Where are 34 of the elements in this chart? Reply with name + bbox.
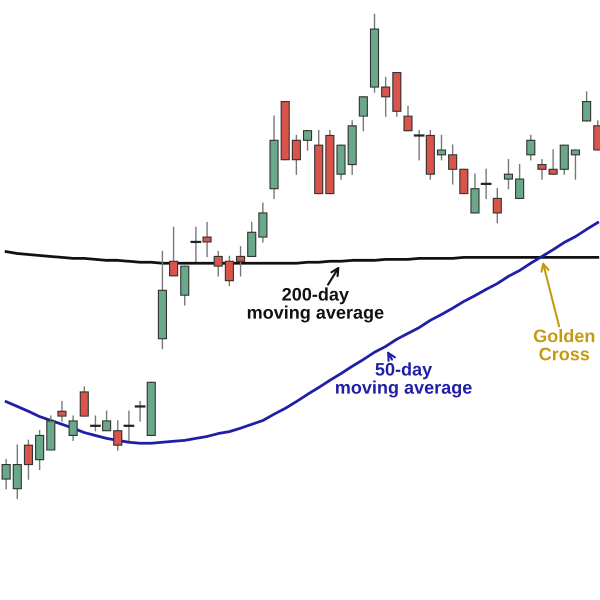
- candlestick: [90, 415, 101, 432]
- candlestick: [68, 415, 78, 442]
- candlestick: [358, 96, 368, 132]
- candlestick: [2, 458, 11, 490]
- candlestick: [236, 246, 246, 276]
- candlestick: [436, 134, 446, 160]
- candlestick: [492, 188, 502, 224]
- candlestick: [190, 226, 202, 262]
- candlestick: [24, 440, 34, 480]
- candlestick: [169, 226, 178, 276]
- candlestick: [480, 168, 492, 200]
- annotation: 50-day moving average: [336, 362, 472, 398]
- candlestick: [214, 250, 223, 276]
- candlestick: [515, 164, 524, 200]
- annotation: 200-day moving average: [248, 287, 384, 322]
- candlestick: [526, 134, 536, 160]
- candlestick: [403, 106, 413, 132]
- candlestick: [113, 420, 122, 451]
- candlestick: [302, 130, 312, 151]
- candlestick: [124, 410, 134, 442]
- candlestick: [292, 134, 301, 175]
- candlestick: [102, 410, 112, 432]
- candlestick: [504, 158, 514, 190]
- candlestick: [448, 144, 458, 185]
- candlestick: [548, 149, 558, 175]
- candlestick: [202, 222, 212, 258]
- candlestick: [381, 76, 390, 117]
- annotation: Golden Cross: [534, 329, 594, 360]
- candlestick: [582, 91, 592, 122]
- candlestick: [537, 158, 547, 180]
- candlestick: [134, 400, 146, 422]
- candlestick: [570, 149, 580, 180]
- candlestick: [224, 256, 234, 286]
- candlestick: [57, 400, 67, 422]
